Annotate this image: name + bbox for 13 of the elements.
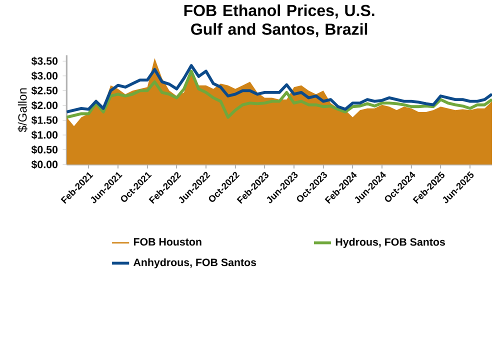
y-tick-label: $0.00	[31, 160, 58, 170]
y-tick-label: $0.50	[31, 146, 58, 154]
y-tick-label: $2.50	[31, 86, 58, 96]
y-tick-label: $3.50	[31, 56, 58, 66]
legend-label: FOB Houston	[134, 238, 202, 246]
legend-label: Anhydrous, FOB Santos	[134, 258, 256, 268]
y-tick-label: $2.00	[31, 101, 58, 110]
chart-title: FOB Ethanol Prices, U.S. Gulf and Santos, Brazil	[184, 4, 374, 38]
y-tick-label: $3.00	[31, 72, 58, 80]
y-tick-label: $1.50	[31, 116, 58, 125]
y-axis-title: $/Gallon	[18, 88, 28, 132]
legend-label: Hydrous, FOB Santos	[336, 238, 445, 248]
y-tick-label: $1.00	[31, 130, 58, 140]
